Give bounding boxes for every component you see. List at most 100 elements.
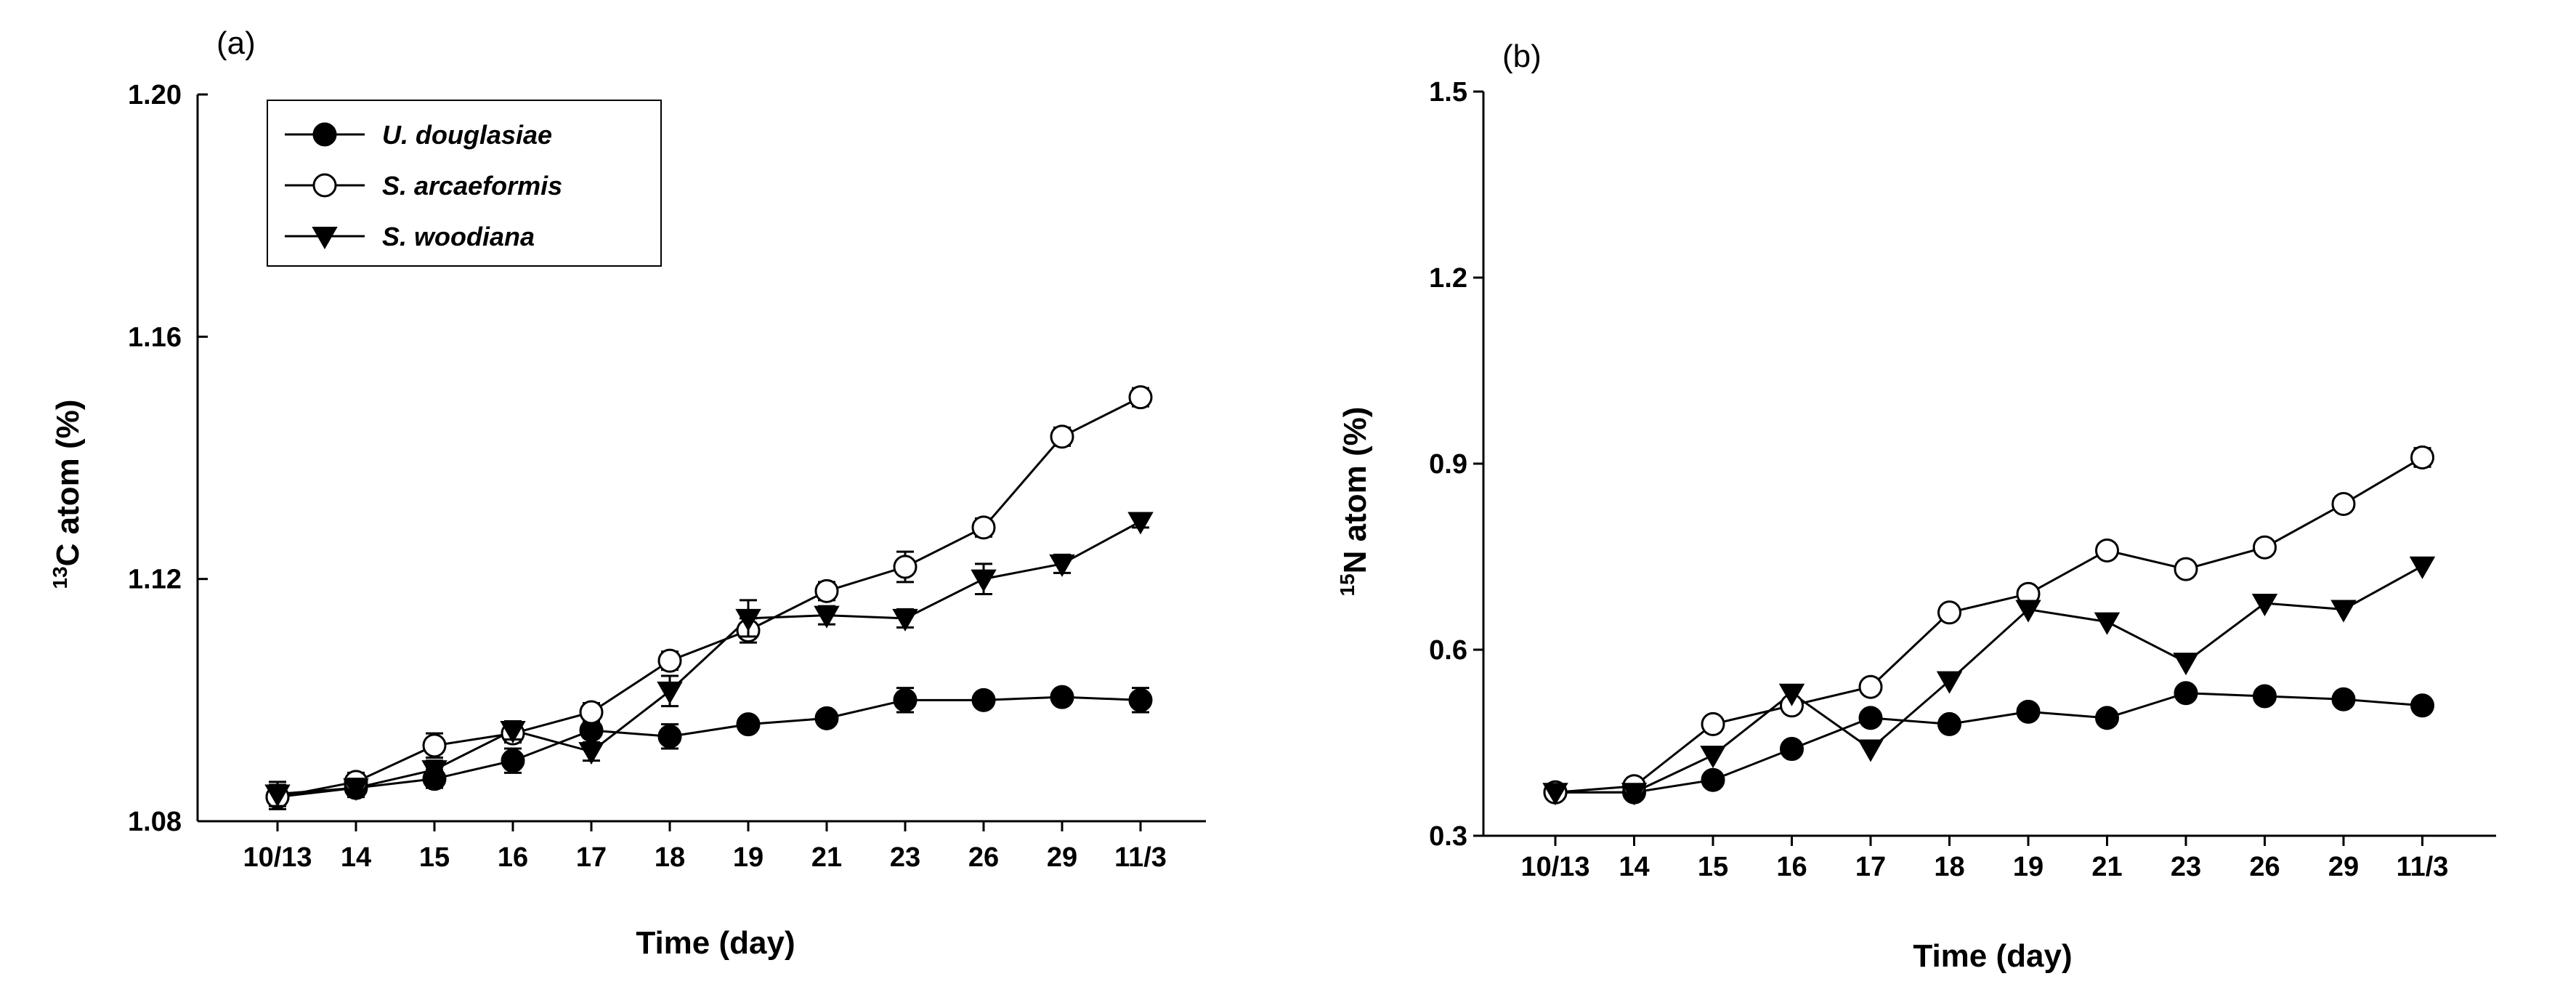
- panel-b-point-u-douglasiae-10: [2331, 687, 2356, 711]
- panel-b-point-s-woodiana-3: [1778, 683, 1805, 706]
- panel-b-point-s-arcaeformis-4: [1858, 674, 1883, 699]
- panel-a-point-u-douglasiae-5: [657, 724, 682, 749]
- panel-a-point-u-douglasiae-7: [814, 706, 839, 730]
- panel-b-x-tick-label-8: 23: [2171, 852, 2201, 882]
- panel-a-series-line-s-woodiana: [277, 520, 1141, 795]
- panel-b-x-tick-label-10: 29: [2328, 852, 2359, 882]
- panel-a-point-s-woodiana-2: [421, 760, 447, 783]
- panel-b-point-s-woodiana-5: [1936, 671, 1963, 694]
- legend-label-u-douglasiae: U. douglasiae: [382, 120, 552, 150]
- panel-a-y-tick-label-1: 1.12: [128, 565, 182, 595]
- panel-b-y-tick-label-2: 0.9: [1429, 449, 1467, 480]
- panel-b-x-tick-label-5: 18: [1934, 852, 1964, 882]
- panel-b-point-s-arcaeformis-2: [1701, 711, 1725, 736]
- panel-a-y-tick-label-3: 1.20: [128, 80, 182, 110]
- panel-a-y-axis-title-text: C atom (%): [50, 400, 86, 567]
- panel-a-x-tick-label-3: 16: [498, 842, 528, 873]
- panel-a-point-s-woodiana-11: [1127, 512, 1154, 535]
- panel-b-point-s-woodiana-0: [1542, 783, 1568, 806]
- panel-b-point-u-douglasiae-8: [2174, 681, 2198, 706]
- panel-a-x-tick-label-6: 19: [733, 842, 764, 873]
- panel-b-point-s-woodiana-1: [1621, 783, 1648, 806]
- panel-b-y-tick-label-3: 1.2: [1429, 263, 1467, 294]
- panel-b-y-axis-title: 15N atom (%): [1336, 407, 1373, 597]
- panel-a-x-tick-label-9: 26: [968, 842, 999, 873]
- panel-b-point-u-douglasiae-6: [2016, 699, 2041, 724]
- panel-b-point-s-woodiana-10: [2330, 600, 2357, 623]
- panel-a-x-tick-label-4: 17: [576, 842, 607, 873]
- panel-b-point-s-arcaeformis-7: [2095, 538, 2119, 562]
- panel-b-point-u-douglasiae-2: [1701, 767, 1725, 792]
- panel-a-x-tick-label-10: 29: [1047, 842, 1077, 873]
- panel-b-point-s-woodiana-8: [2173, 653, 2199, 676]
- panel-b-point-s-woodiana-6: [2015, 600, 2041, 623]
- panel-a-x-tick-label-7: 21: [811, 842, 842, 873]
- panel-b-y-axis-title-superscript: 15: [1336, 573, 1358, 596]
- panel-b-x-tick-label-3: 16: [1776, 852, 1807, 882]
- panel-a-point-u-douglasiae-8: [893, 688, 918, 712]
- panel-b-x-tick-label-7: 21: [2091, 852, 2122, 882]
- panel-b-point-u-douglasiae-9: [2253, 684, 2277, 709]
- panel-a-x-axis-title: Time (day): [636, 925, 795, 961]
- legend-label-s-arcaeformis: S. arcaeformis: [382, 171, 562, 201]
- legend-marker-u-douglasiae: [312, 122, 337, 147]
- panel-b-point-s-arcaeformis-8: [2174, 557, 2198, 581]
- legend: U. douglasiae S. arcaeformis S. woodiana: [267, 100, 662, 267]
- panel-b-label: (b): [1502, 39, 1542, 74]
- panel-a-point-u-douglasiae-10: [1050, 685, 1074, 709]
- panel-a-x-tick-label-11: 11/3: [1114, 842, 1167, 873]
- panel-a-point-u-douglasiae-11: [1128, 688, 1153, 712]
- panel-a-point-s-arcaeformis-9: [971, 515, 996, 540]
- panel-a-x-tick-label-2: 15: [419, 842, 450, 873]
- panel-b-x-tick-label-0: 10/13: [1520, 852, 1589, 882]
- panel-a-point-s-woodiana-7: [814, 605, 840, 629]
- panel-b-x-tick-label-6: 19: [2013, 852, 2044, 882]
- panel-b-point-s-arcaeformis-9: [2253, 535, 2277, 560]
- panel-b-point-s-woodiana-4: [1858, 739, 1884, 762]
- legend-marker-s-arcaeformis: [312, 173, 337, 198]
- panel-b-x-tick-label-4: 17: [1855, 852, 1886, 882]
- panel-b-point-u-douglasiae-4: [1858, 706, 1883, 730]
- panel-a-point-u-douglasiae-9: [971, 688, 996, 712]
- panel-a-point-s-woodiana-9: [971, 569, 997, 592]
- panel-a-label: (a): [216, 25, 256, 61]
- panel-b-point-s-arcaeformis-11: [2410, 445, 2434, 469]
- panel-b-point-s-arcaeformis-5: [1937, 600, 1961, 625]
- panel-b-series-line-u-douglasiae: [1555, 692, 2423, 794]
- panel-a-point-s-arcaeformis-11: [1128, 385, 1153, 410]
- panel-a-point-s-woodiana-4: [578, 742, 604, 765]
- panel-a-point-s-woodiana-3: [500, 721, 526, 744]
- panel-b-x-tick-label-11: 11/3: [2397, 852, 2449, 882]
- chart-panel-a: (a) Time (day) 13C atom (%) U. douglasia…: [49, 25, 1206, 961]
- panel-a-y-axis-title: 13C atom (%): [49, 400, 86, 589]
- panel-a-point-s-arcaeformis-5: [657, 648, 682, 673]
- panel-a-x-tick-label-5: 18: [655, 842, 685, 873]
- chart-panel-b: (b) Time (day) 15N atom (%) 0.30.60.91.2…: [1336, 39, 2496, 974]
- panel-a-point-s-arcaeformis-7: [814, 578, 839, 603]
- panel-a-point-s-woodiana-8: [892, 608, 918, 632]
- panel-b-x-axis-title: Time (day): [1913, 938, 2072, 974]
- panel-a-x-tick-label-1: 14: [341, 842, 371, 873]
- panel-a-series-line-s-arcaeformis: [277, 396, 1141, 799]
- panel-b-y-tick-label-4: 1.5: [1429, 77, 1467, 108]
- panel-a-point-s-arcaeformis-4: [579, 700, 604, 725]
- panel-b-x-tick-label-1: 14: [1619, 852, 1649, 882]
- panel-b-point-s-woodiana-2: [1700, 746, 1726, 769]
- panel-b-point-u-douglasiae-7: [2095, 706, 2119, 730]
- panel-a-point-s-woodiana-5: [657, 681, 683, 704]
- panel-b-point-s-woodiana-7: [2094, 612, 2121, 635]
- panel-a-point-s-arcaeformis-10: [1050, 424, 1074, 449]
- panel-b-point-s-woodiana-9: [2251, 594, 2278, 617]
- panel-b-series-line-s-woodiana: [1555, 565, 2423, 794]
- panel-a-y-axis-title-superscript: 13: [49, 566, 71, 589]
- panel-b-y-axis-title-text: N atom (%): [1337, 407, 1373, 574]
- panel-a-x-tick-label-0: 10/13: [243, 842, 312, 873]
- panel-b-x-tick-label-9: 26: [2249, 852, 2280, 882]
- panel-b-point-u-douglasiae-5: [1937, 711, 1961, 736]
- legend-label-s-woodiana: S. woodiana: [382, 222, 535, 251]
- panel-a-x-tick-label-8: 23: [890, 842, 920, 873]
- panel-a-point-s-woodiana-0: [264, 784, 291, 807]
- panel-b-x-tick-label-2: 15: [1698, 852, 1728, 882]
- panel-b-point-s-woodiana-11: [2409, 556, 2436, 579]
